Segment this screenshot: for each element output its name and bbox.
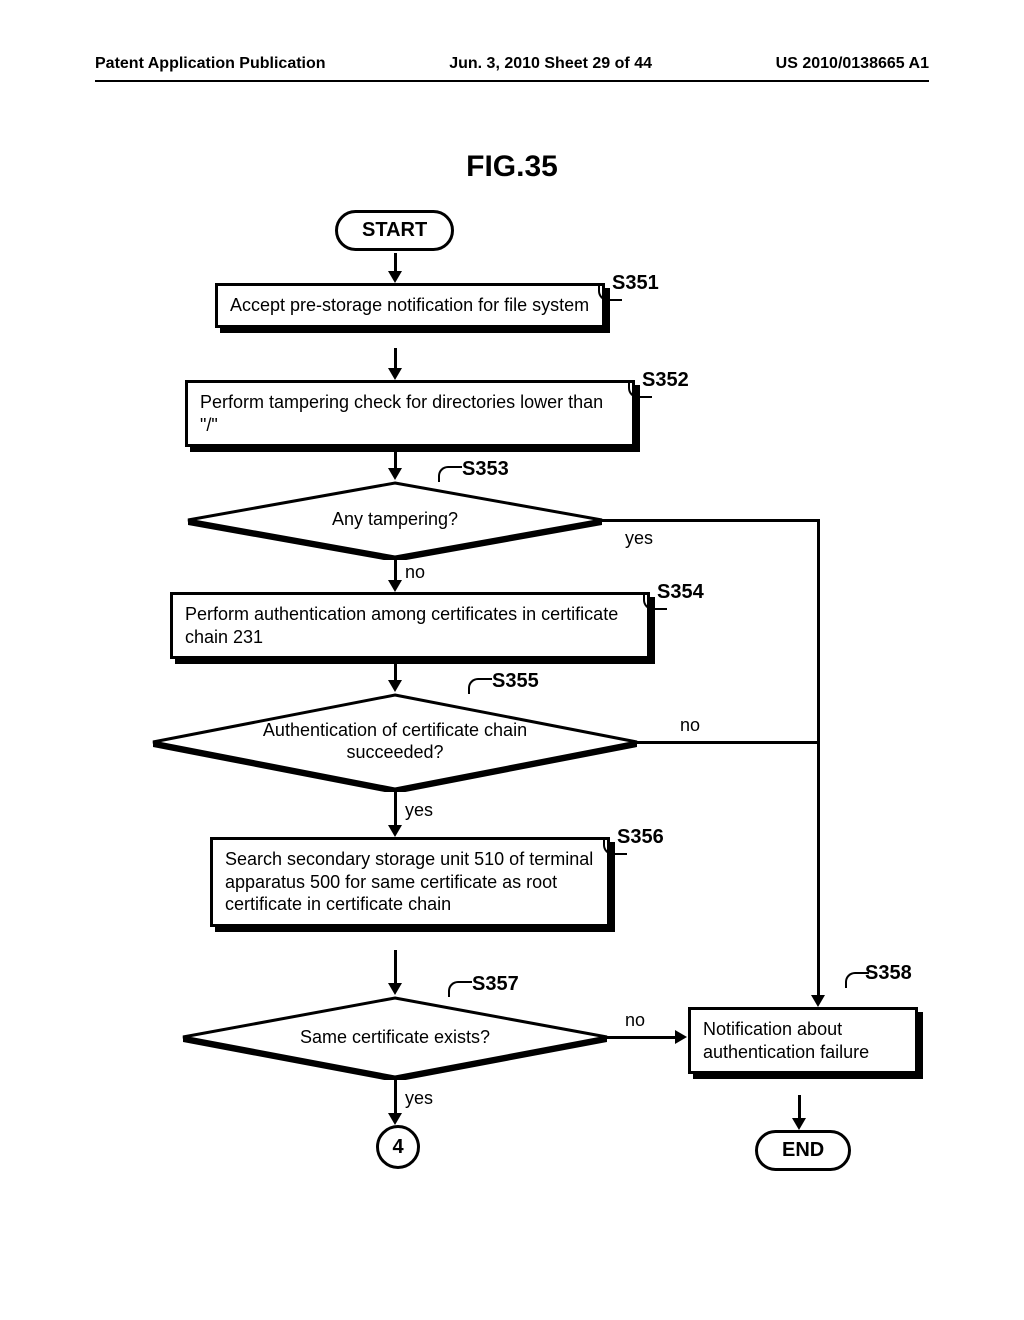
arrow-head-icon [388,825,402,837]
edge-label-no: no [680,715,700,736]
node-connector-4: 4 [376,1125,420,1169]
edge [394,445,397,470]
arrow-head-icon [388,580,402,592]
header-center: Jun. 3, 2010 Sheet 29 of 44 [449,55,652,73]
edge [394,657,397,682]
step-label-s351: S351 [612,272,659,295]
edge [394,792,397,827]
edge [394,1080,397,1115]
figure-title: FIG.35 [0,150,1024,184]
node-s357-text: Same certificate exists? [180,995,610,1080]
step-label-s358: S358 [865,962,912,985]
edge [394,348,397,370]
node-s358: Notification about authentication failur… [688,1007,918,1074]
edge-label-no: no [405,562,425,583]
edge-label-no: no [625,1010,645,1031]
arrow-head-icon [388,368,402,380]
node-s355-text: Authentication of certificate chain succ… [150,692,640,792]
node-end-text: END [782,1139,824,1161]
node-s351-text: Accept pre-storage notification for file… [230,295,589,315]
edge-label-yes: yes [405,800,433,821]
node-start-text: START [362,219,427,241]
arrow-head-icon [811,995,825,1007]
node-s355: Authentication of certificate chain succ… [150,692,640,792]
node-s351: Accept pre-storage notification for file… [215,283,605,328]
header-left: Patent Application Publication [95,55,326,73]
step-hook [448,981,472,997]
connector-4-text: 4 [392,1136,403,1159]
arrow-head-icon [388,271,402,283]
header-divider [95,80,929,82]
edge [394,253,397,273]
step-hook [468,678,492,694]
node-end: END [755,1130,851,1171]
step-label-s352: S352 [642,369,689,392]
node-s357: Same certificate exists? [180,995,610,1080]
arrow-head-icon [388,468,402,480]
step-label-s355: S355 [492,670,539,693]
step-hook [438,466,462,482]
edge [637,741,820,744]
node-s352-text: Perform tampering check for directories … [200,392,603,435]
node-s358-text: Notification about authentication failur… [703,1019,869,1062]
edge [817,519,820,997]
edge [602,519,820,522]
edge [394,560,397,582]
step-label-s354: S354 [657,581,704,604]
node-s353-text: Any tampering? [185,480,605,560]
arrow-head-icon [388,983,402,995]
edge [798,1095,801,1120]
step-label-s356: S356 [617,826,664,849]
node-s353: Any tampering? [185,480,605,560]
header-right: US 2010/0138665 A1 [776,55,929,73]
edge [394,950,397,985]
node-s352: Perform tampering check for directories … [185,380,635,447]
page-header: Patent Application Publication Jun. 3, 2… [0,55,1024,73]
node-s356: Search secondary storage unit 510 of ter… [210,837,610,927]
step-label-s357: S357 [472,973,519,996]
step-label-s353: S353 [462,458,509,481]
edge [607,1036,677,1039]
arrow-head-icon [675,1030,687,1044]
node-start: START [335,210,454,251]
arrow-head-icon [388,680,402,692]
edge-label-yes: yes [625,528,653,549]
edge-label-yes: yes [405,1088,433,1109]
node-s354-text: Perform authentication among certificate… [185,604,618,647]
arrow-head-icon [388,1113,402,1125]
node-s354: Perform authentication among certificate… [170,592,650,659]
arrow-head-icon [792,1118,806,1130]
node-s356-text: Search secondary storage unit 510 of ter… [225,849,593,914]
